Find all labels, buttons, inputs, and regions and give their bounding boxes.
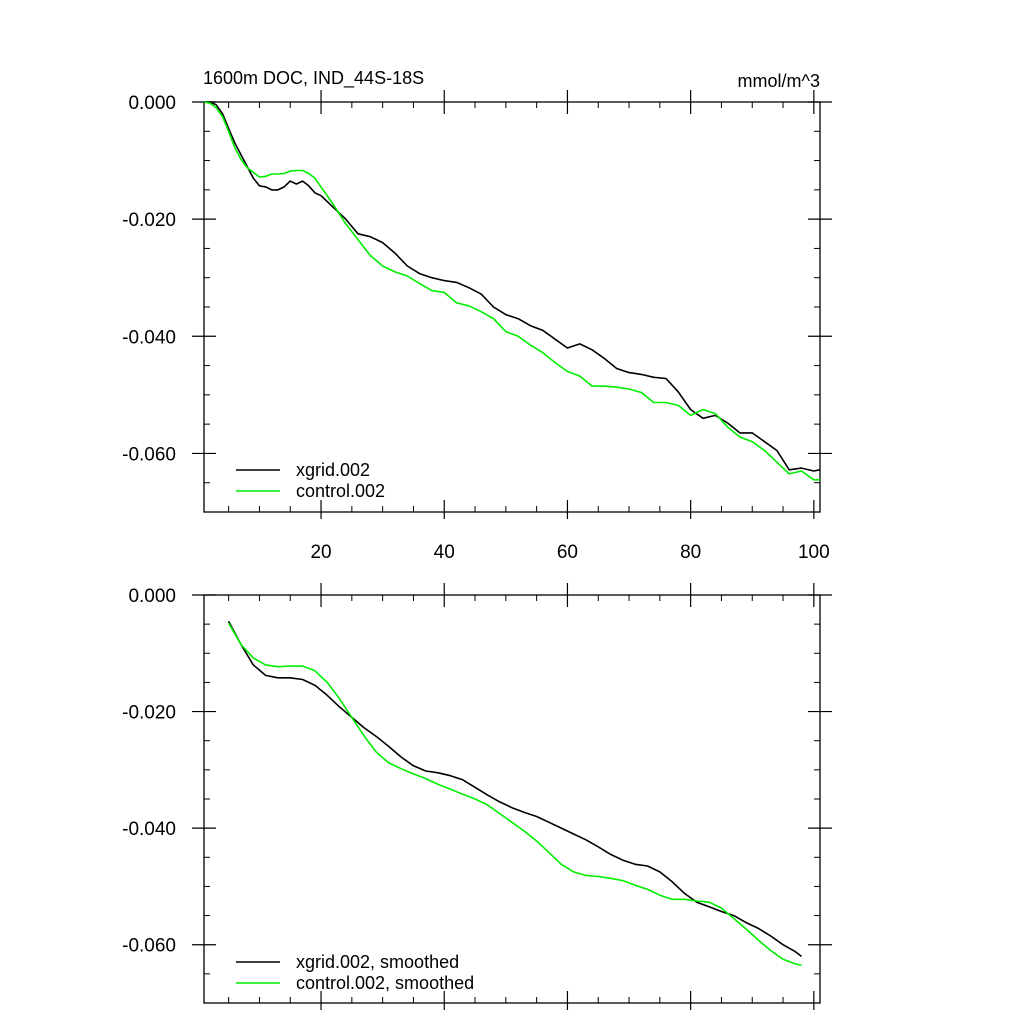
y-tick-label: -0.040: [122, 819, 176, 840]
legend-label: control.002: [296, 481, 385, 501]
plot-frame: [203, 594, 821, 1004]
x-tick-label: 20: [310, 542, 331, 563]
legend-label: xgrid.002: [296, 460, 370, 480]
y-tick-label: -0.020: [122, 703, 176, 724]
series-line-control: [227, 622, 802, 966]
bottom-panel: 0.000 -0.020 -0.040 -0.060 xgrid.002, smooth…: [122, 583, 832, 1010]
x-tick-label: 40: [434, 542, 455, 563]
series-line-xgrid: [204, 101, 821, 472]
x-tick-label: 80: [680, 542, 701, 563]
legend-label: control.002, smoothed: [296, 973, 474, 993]
legend-label: xgrid.002, smoothed: [296, 952, 459, 972]
x-tick-label: 60: [557, 542, 578, 563]
plot-frame: [203, 101, 821, 513]
plot-title: 1600m DOC, IND_44S-18S: [203, 68, 424, 89]
top-panel: 20 40 60 80 100 0.000 -0.020 -0.040 -0.060 xgrid.…: [122, 90, 832, 563]
y-tick-label: -0.060: [122, 444, 176, 465]
series-line-control: [203, 101, 820, 481]
y-tick-label: -0.040: [122, 327, 176, 348]
x-tick-label: 100: [798, 542, 830, 563]
y-tick-label: 0.000: [128, 586, 176, 607]
y-tick-label: 0.000: [128, 93, 176, 114]
units-label: mmol/m^3: [738, 71, 820, 91]
y-tick-label: -0.020: [122, 210, 176, 231]
y-tick-label: -0.060: [122, 936, 176, 957]
series-line-xgrid: [227, 620, 802, 958]
